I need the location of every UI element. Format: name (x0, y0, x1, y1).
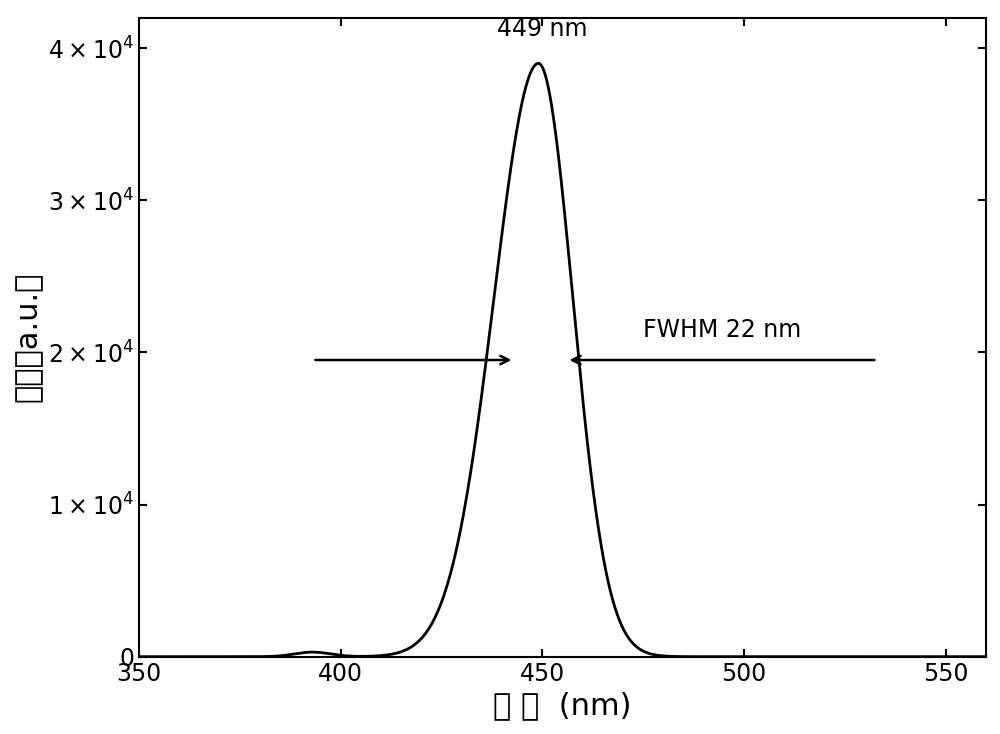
Y-axis label: 强度（a.u.）: 强度（a.u.） (14, 272, 43, 402)
Text: FWHM 22 nm: FWHM 22 nm (643, 318, 802, 341)
X-axis label: 波 长  (nm): 波 长 (nm) (493, 691, 632, 720)
Text: 449 nm: 449 nm (497, 17, 588, 40)
